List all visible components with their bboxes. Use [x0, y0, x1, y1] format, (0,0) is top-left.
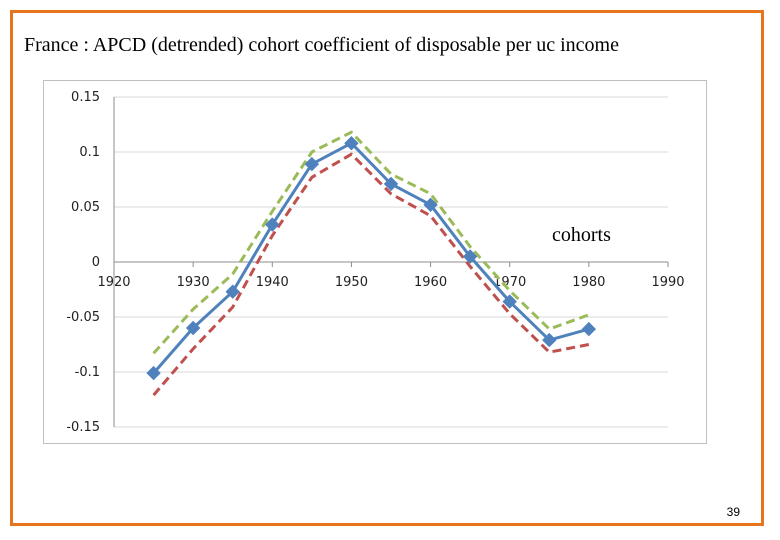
data-point-marker [265, 217, 280, 232]
data-point-marker [304, 156, 320, 172]
y-tick-label: -0.15 [66, 420, 100, 435]
y-tick-label: -0.1 [75, 365, 100, 380]
data-point-marker [502, 294, 517, 309]
data-point-marker [383, 176, 399, 192]
chart-area: 0.15 0.1 0.05 0 -0.05 -0.1 -0.15 1920 1930 1940 1… [43, 80, 707, 444]
slide-title: France : APCD (detrended) cohort coeffic… [24, 34, 619, 56]
x-tick-label: 1940 [256, 275, 289, 290]
data-point-marker [581, 321, 597, 337]
data-point-marker [462, 249, 478, 264]
x-tick-label: 1920 [97, 275, 130, 290]
series-lower-line [152, 152, 590, 397]
gridlines [114, 96, 668, 428]
data-point-marker [146, 365, 161, 381]
x-tick-label: 1930 [177, 275, 210, 290]
y-axis: 0.15 0.1 0.05 0 -0.05 -0.1 -0.15 [66, 90, 115, 435]
y-tick-label: 0.1 [79, 145, 100, 160]
y-tick-label: 0 [92, 255, 100, 270]
line-chart: 0.150.10.050-0.05-0.1-0.15 1920 1930 1940 1… [66, 90, 685, 435]
series-layer [146, 130, 597, 397]
page-number: 39 [726, 505, 740, 519]
y-tick-label: 0.15 [71, 90, 100, 105]
series-main-line [152, 141, 590, 375]
y-tick-label: -0.05 [66, 310, 100, 325]
series-upper-line [152, 130, 590, 355]
x-tick-label: 1960 [414, 275, 447, 290]
chart-annotation: cohorts [552, 224, 611, 246]
data-point-marker [344, 135, 359, 151]
x-tick-label: 1980 [572, 275, 605, 290]
data-point-marker [423, 197, 438, 213]
data-point-marker [225, 284, 240, 299]
x-tick-label: 1950 [335, 275, 368, 290]
data-point-marker [542, 332, 557, 348]
x-tick-label: 1970 [493, 275, 526, 290]
y-tick-label: 0.05 [71, 200, 100, 215]
x-axis: 1920 1930 1940 1950 1960 1970 1980 1990 [97, 261, 685, 290]
data-point-marker [185, 320, 201, 336]
x-tick-label: 1990 [651, 275, 684, 290]
